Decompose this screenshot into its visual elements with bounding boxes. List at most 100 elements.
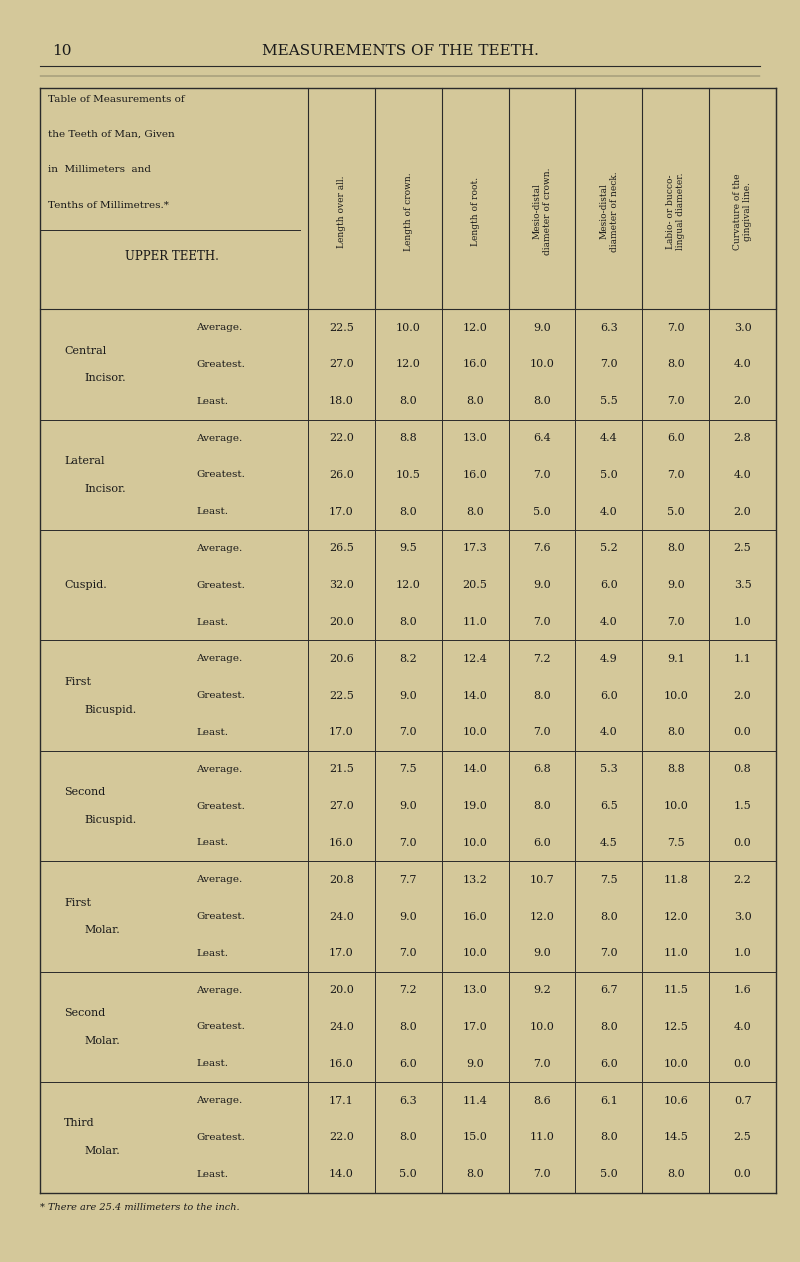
Text: 7.7: 7.7 [399, 875, 417, 885]
Text: 21.5: 21.5 [329, 765, 354, 775]
Text: 7.0: 7.0 [600, 948, 618, 958]
Text: Least.: Least. [196, 1170, 228, 1179]
Text: 17.0: 17.0 [462, 1022, 487, 1032]
Text: 4.0: 4.0 [600, 506, 618, 516]
Text: 8.8: 8.8 [667, 765, 685, 775]
Text: 8.0: 8.0 [466, 506, 484, 516]
Text: 14.5: 14.5 [663, 1132, 688, 1142]
Text: Average.: Average. [196, 986, 242, 994]
Text: 10.0: 10.0 [462, 838, 487, 848]
Text: 8.2: 8.2 [399, 654, 417, 664]
Text: 22.5: 22.5 [329, 690, 354, 700]
Text: 9.0: 9.0 [667, 581, 685, 591]
Text: 7.0: 7.0 [533, 1169, 551, 1179]
Text: Molar.: Molar. [84, 1036, 120, 1046]
Text: 10.0: 10.0 [530, 360, 554, 370]
Text: 22.0: 22.0 [329, 1132, 354, 1142]
Text: 11.0: 11.0 [663, 948, 688, 958]
Text: in  Millimeters  and: in Millimeters and [48, 165, 151, 174]
Text: 20.6: 20.6 [329, 654, 354, 664]
Text: 2.0: 2.0 [734, 690, 751, 700]
Text: 2.2: 2.2 [734, 875, 751, 885]
Text: Mesio-distal
diameter of neck.: Mesio-distal diameter of neck. [599, 172, 618, 251]
Text: 8.0: 8.0 [399, 617, 417, 627]
Text: 8.0: 8.0 [533, 690, 551, 700]
Text: 7.5: 7.5 [667, 838, 685, 848]
Text: 16.0: 16.0 [462, 911, 487, 921]
Text: 6.4: 6.4 [533, 433, 551, 443]
Text: 6.1: 6.1 [600, 1095, 618, 1106]
Text: First: First [64, 897, 91, 907]
Text: Molar.: Molar. [84, 925, 120, 935]
Text: 9.0: 9.0 [533, 581, 551, 591]
Text: 12.4: 12.4 [462, 654, 487, 664]
Text: 20.5: 20.5 [462, 581, 487, 591]
Text: 8.0: 8.0 [667, 544, 685, 554]
Text: Greatest.: Greatest. [196, 801, 245, 810]
Text: Average.: Average. [196, 434, 242, 443]
Text: 4.0: 4.0 [734, 469, 751, 480]
Text: 10.5: 10.5 [396, 469, 421, 480]
Text: 0.0: 0.0 [734, 838, 751, 848]
Text: Least.: Least. [196, 396, 228, 405]
Text: * There are 25.4 millimeters to the inch.: * There are 25.4 millimeters to the inch… [40, 1203, 240, 1212]
Text: 12.0: 12.0 [530, 911, 554, 921]
Text: 7.0: 7.0 [399, 727, 417, 737]
Text: Greatest.: Greatest. [196, 1133, 245, 1142]
Text: Greatest.: Greatest. [196, 360, 245, 369]
Text: Tenths of Millimetres.*: Tenths of Millimetres.* [48, 201, 169, 209]
Text: 6.5: 6.5 [600, 801, 618, 811]
Text: 14.0: 14.0 [462, 690, 487, 700]
Text: Least.: Least. [196, 617, 228, 626]
Text: 20.8: 20.8 [329, 875, 354, 885]
Text: 11.0: 11.0 [530, 1132, 554, 1142]
Text: 24.0: 24.0 [329, 911, 354, 921]
Text: 9.0: 9.0 [533, 948, 551, 958]
Text: 10.0: 10.0 [530, 1022, 554, 1032]
Text: 4.0: 4.0 [734, 360, 751, 370]
Text: 27.0: 27.0 [329, 360, 354, 370]
Text: Third: Third [64, 1118, 94, 1128]
Text: 22.0: 22.0 [329, 433, 354, 443]
Text: Average.: Average. [196, 876, 242, 885]
Text: 11.5: 11.5 [663, 986, 688, 996]
Text: 7.0: 7.0 [533, 469, 551, 480]
Text: Length over all.: Length over all. [337, 175, 346, 247]
Text: 4.5: 4.5 [600, 838, 618, 848]
Text: Cuspid.: Cuspid. [64, 581, 106, 591]
Text: 1.0: 1.0 [734, 617, 751, 627]
Text: Lateral: Lateral [64, 456, 105, 466]
Text: 14.0: 14.0 [329, 1169, 354, 1179]
Text: 12.0: 12.0 [396, 581, 421, 591]
Text: Least.: Least. [196, 1059, 228, 1068]
Text: 24.0: 24.0 [329, 1022, 354, 1032]
Text: the Teeth of Man, Given: the Teeth of Man, Given [48, 130, 174, 139]
Text: 8.0: 8.0 [600, 911, 618, 921]
Text: 8.8: 8.8 [399, 433, 417, 443]
Text: 8.0: 8.0 [600, 1022, 618, 1032]
Text: Table of Measurements of: Table of Measurements of [48, 95, 185, 103]
Text: 5.0: 5.0 [533, 506, 551, 516]
Text: 11.8: 11.8 [663, 875, 688, 885]
Text: 19.0: 19.0 [462, 801, 487, 811]
Text: 32.0: 32.0 [329, 581, 354, 591]
Text: 0.8: 0.8 [734, 765, 751, 775]
Text: Bicuspid.: Bicuspid. [84, 815, 136, 825]
Text: Central: Central [64, 346, 106, 356]
Text: 5.2: 5.2 [600, 544, 618, 554]
Text: 10.0: 10.0 [663, 1059, 688, 1069]
Text: 13.0: 13.0 [462, 433, 487, 443]
Text: 20.0: 20.0 [329, 986, 354, 996]
Text: 8.0: 8.0 [533, 396, 551, 406]
Text: 10: 10 [52, 44, 71, 58]
Text: 6.3: 6.3 [399, 1095, 417, 1106]
Text: 1.0: 1.0 [734, 948, 751, 958]
Text: UPPER TEETH.: UPPER TEETH. [125, 250, 219, 262]
Text: 12.0: 12.0 [396, 360, 421, 370]
Text: Incisor.: Incisor. [84, 483, 126, 493]
Text: 3.0: 3.0 [734, 323, 751, 333]
Text: 5.0: 5.0 [667, 506, 685, 516]
Text: 0.0: 0.0 [734, 1059, 751, 1069]
Text: 4.0: 4.0 [600, 727, 618, 737]
Text: 8.0: 8.0 [533, 801, 551, 811]
